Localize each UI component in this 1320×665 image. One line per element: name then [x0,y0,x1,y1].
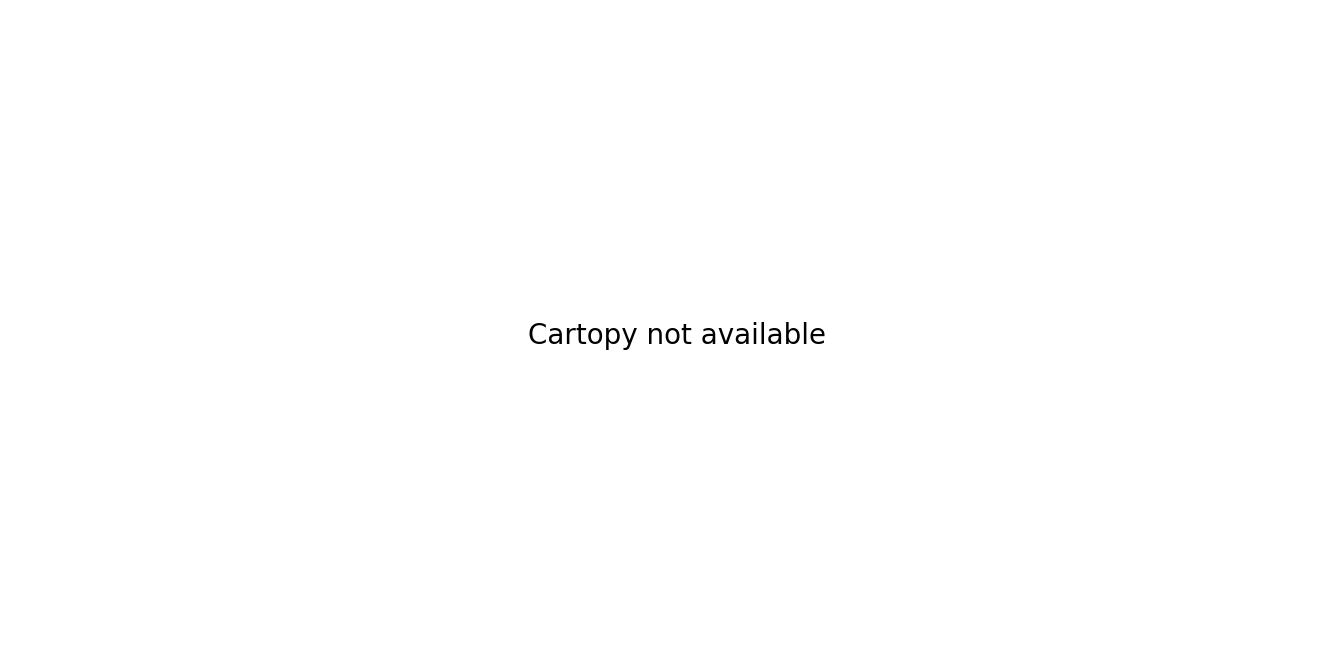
Text: Cartopy not available: Cartopy not available [528,322,825,350]
